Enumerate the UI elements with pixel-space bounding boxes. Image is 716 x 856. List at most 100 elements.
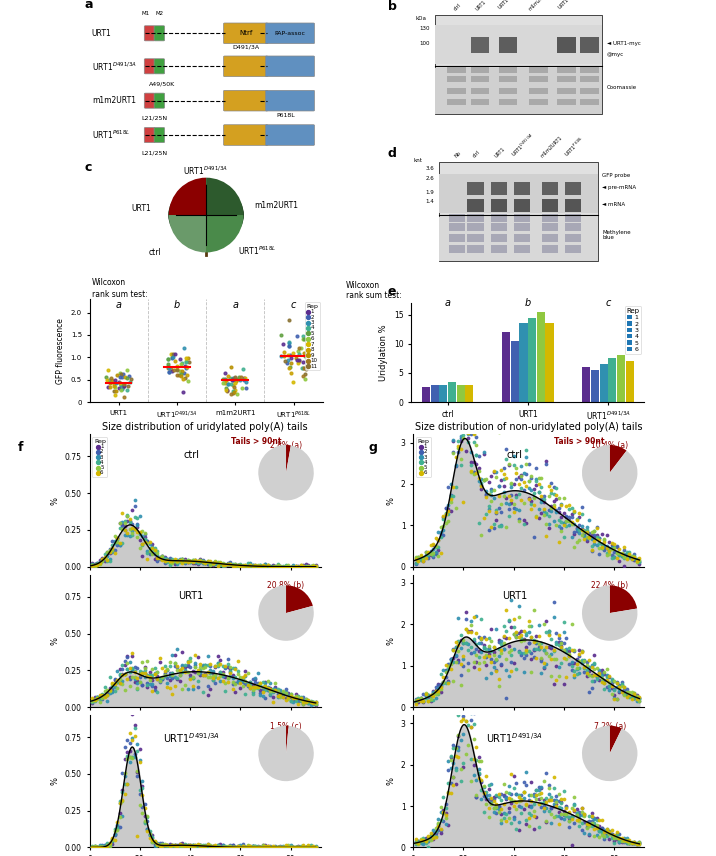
Point	[601, 668, 612, 681]
Point	[523, 457, 535, 471]
Point	[295, 560, 306, 574]
Point	[147, 547, 158, 561]
Point	[548, 645, 560, 658]
Point	[563, 641, 575, 655]
Point	[94, 841, 105, 854]
Bar	[514, 245, 530, 253]
Point	[202, 555, 213, 568]
Point	[561, 809, 572, 823]
Point	[450, 740, 462, 754]
Point	[152, 665, 163, 679]
Point	[252, 559, 263, 573]
Point	[589, 648, 600, 662]
Point	[475, 479, 487, 492]
Point	[225, 665, 236, 679]
Point	[164, 666, 175, 680]
Point	[458, 652, 469, 666]
Point	[493, 791, 504, 805]
Point	[162, 838, 173, 852]
Point	[558, 643, 570, 657]
Text: 10.4% (a): 10.4% (a)	[591, 441, 628, 450]
Point	[611, 828, 622, 841]
Point	[523, 625, 535, 639]
Point	[310, 559, 321, 573]
Text: URT1$^{D491/3A}$: URT1$^{D491/3A}$	[486, 731, 543, 745]
Point	[558, 784, 570, 798]
Point	[215, 674, 226, 687]
Point	[553, 632, 565, 645]
Point	[493, 800, 504, 814]
Point	[177, 556, 188, 569]
Point	[478, 445, 489, 459]
Point	[245, 840, 256, 853]
Point	[157, 841, 168, 854]
Bar	[542, 245, 558, 253]
Point	[177, 682, 188, 696]
Point	[132, 770, 143, 783]
Point	[480, 671, 492, 685]
Point	[548, 800, 560, 813]
Point	[563, 498, 575, 512]
Point	[137, 538, 148, 551]
Point	[282, 690, 294, 704]
Point	[112, 664, 123, 678]
Point	[227, 682, 238, 696]
Point	[127, 521, 138, 535]
Point	[280, 681, 291, 695]
Point	[302, 838, 314, 852]
Point	[619, 540, 630, 554]
Point	[531, 788, 542, 802]
Point	[94, 689, 105, 703]
Point	[445, 477, 457, 490]
Point	[417, 551, 429, 565]
Point	[463, 427, 474, 441]
Point	[596, 821, 607, 835]
Point	[197, 554, 208, 568]
Point	[591, 821, 602, 835]
Point	[89, 557, 100, 571]
Point	[604, 675, 615, 688]
Point	[541, 814, 552, 828]
Point	[596, 671, 607, 685]
Point	[124, 750, 135, 764]
Point	[629, 550, 640, 563]
Point	[192, 556, 203, 569]
Point	[440, 665, 452, 679]
Point	[102, 545, 113, 559]
Point	[207, 673, 218, 687]
Point	[498, 789, 509, 803]
Point	[437, 804, 449, 817]
Point	[169, 555, 180, 568]
Point	[475, 792, 487, 805]
Point	[591, 818, 602, 832]
Point	[543, 781, 555, 794]
Point	[102, 688, 113, 702]
Point	[518, 633, 530, 646]
Point	[533, 638, 545, 651]
Point	[194, 554, 205, 568]
Point	[102, 694, 113, 708]
Point	[448, 756, 459, 770]
Point	[586, 810, 597, 823]
Point	[307, 695, 319, 709]
Point	[594, 533, 605, 547]
Point	[162, 555, 173, 568]
Point	[245, 558, 256, 572]
Bar	[465, 384, 473, 402]
Point	[282, 838, 294, 852]
Point	[508, 794, 519, 808]
Point	[265, 840, 276, 853]
Point	[117, 675, 128, 688]
Point	[192, 838, 203, 852]
Point	[483, 802, 494, 816]
Point	[227, 559, 238, 573]
Point	[604, 825, 615, 839]
Point	[117, 536, 128, 550]
Point	[619, 543, 630, 556]
Point	[425, 827, 437, 841]
Point	[621, 830, 632, 844]
Point	[465, 752, 477, 766]
Point	[485, 488, 497, 502]
Point	[435, 520, 447, 534]
Point	[483, 639, 494, 653]
